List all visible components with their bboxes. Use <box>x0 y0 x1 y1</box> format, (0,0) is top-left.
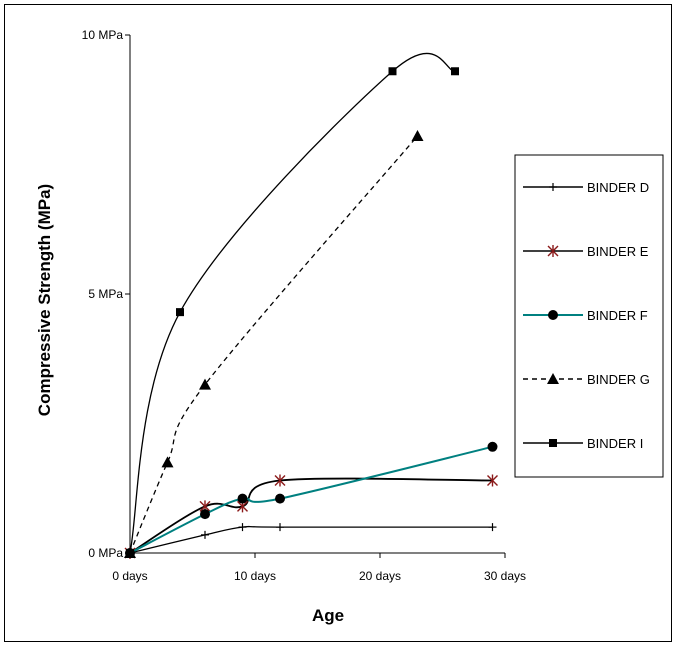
legend-marker <box>549 183 557 191</box>
legend-item: BINDER D <box>523 180 649 195</box>
data-point <box>176 308 184 317</box>
legend-item: BINDER E <box>523 244 649 259</box>
legend-label: BINDER F <box>587 308 648 323</box>
legend-marker <box>548 310 558 320</box>
legend-label: BINDER D <box>587 180 649 195</box>
y-tick-label: 5 MPa <box>88 287 123 301</box>
data-point <box>201 530 209 539</box>
series-line <box>129 477 493 554</box>
axes: 0 MPa 5 MPa 10 MPa 0 days 10 days 20 days 30 d… <box>82 28 526 583</box>
data-point <box>199 378 211 390</box>
legend-label: BINDER E <box>587 244 649 259</box>
series-line <box>129 52 456 554</box>
legend-label: BINDER I <box>587 436 643 451</box>
legend-marker <box>547 245 559 257</box>
data-point <box>451 67 459 76</box>
legend-marker <box>547 373 559 384</box>
data-point <box>388 67 397 76</box>
legend-marker <box>549 439 557 447</box>
data-point <box>126 549 134 557</box>
series-layer <box>124 52 498 559</box>
series-line <box>129 525 493 554</box>
x-axis-title: Age <box>312 606 344 625</box>
x-tick-label: 0 days <box>112 569 147 583</box>
series-binder-g <box>124 130 424 558</box>
series-line <box>129 135 418 554</box>
x-tick-label: 30 days <box>484 569 526 583</box>
data-point <box>275 493 285 504</box>
series-binder-i <box>126 52 459 557</box>
y-tick-label: 0 MPa <box>88 546 123 560</box>
data-point <box>488 523 497 532</box>
legend-item: BINDER I <box>523 436 643 451</box>
legend-item: BINDER F <box>523 308 648 323</box>
data-point <box>161 456 174 468</box>
y-axis-title: Compressive Strength (MPa) <box>35 184 54 416</box>
legend-item: BINDER G <box>523 372 650 387</box>
data-point <box>276 523 284 532</box>
series-line <box>129 445 493 554</box>
data-point <box>487 441 498 452</box>
series-binder-e <box>124 474 498 559</box>
data-point <box>487 474 498 487</box>
x-tick-label: 20 days <box>359 569 401 583</box>
legend: BINDER D BINDER E BINDER F BINDER G BINDER I <box>514 154 664 478</box>
data-point <box>237 493 248 504</box>
y-tick-label: 10 MPa <box>82 28 124 42</box>
data-point <box>238 523 247 532</box>
data-point <box>411 130 424 142</box>
legend-label: BINDER G <box>587 372 650 387</box>
x-tick-label: 10 days <box>234 569 276 583</box>
series-binder-d <box>126 523 497 557</box>
data-point <box>274 474 286 487</box>
data-point <box>200 509 210 520</box>
